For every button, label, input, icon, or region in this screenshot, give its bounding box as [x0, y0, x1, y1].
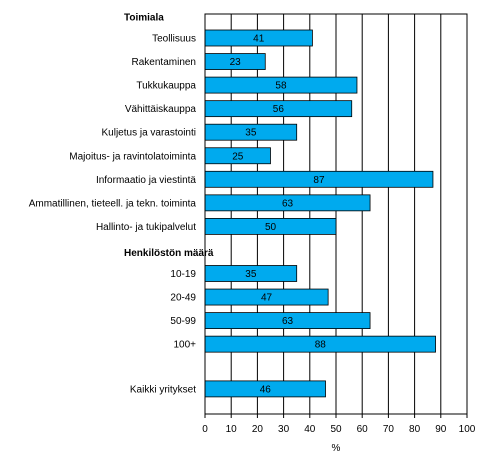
bar-value-label: 56	[273, 104, 285, 115]
bar-value-label: 23	[230, 57, 242, 68]
x-tick-label: 50	[330, 424, 342, 435]
bar-value-label: 50	[265, 222, 277, 233]
bar-value-label: 58	[275, 81, 287, 92]
category-label: Teollisuus	[152, 34, 196, 45]
bar-value-label: 87	[313, 175, 325, 186]
category-label: 50-99	[170, 316, 196, 327]
x-tick-label: 0	[202, 424, 208, 435]
bar-value-label: 47	[261, 293, 273, 304]
bar-value-label: 35	[245, 269, 257, 280]
bars: 41 23 58 56 35 25 87 63 50 35 47 63 88 46	[204, 29, 436, 398]
group-heading: Henkilöstön määrä	[124, 248, 214, 259]
x-tick-label: 20	[252, 424, 264, 435]
row-labels: Toimiala Teollisuus Rakentaminen Tukkukaupp…	[29, 13, 214, 396]
category-label: Kaikki yritykset	[130, 384, 196, 395]
bar-value-label: 88	[315, 340, 327, 351]
bar-value-label: 35	[245, 128, 257, 139]
category-label: Kuljetus ja varastointi	[102, 128, 197, 139]
category-label: Tukkukauppa	[136, 81, 196, 92]
bar-value-label: 41	[253, 34, 265, 45]
category-label: Majoitus- ja ravintolatoiminta	[69, 151, 196, 162]
x-tick-label: 100	[459, 424, 476, 435]
x-axis-title: %	[332, 443, 341, 454]
bar-value-label: 63	[282, 316, 294, 327]
x-axis: 0 10 20 30 40 50 60 70 80 90 100	[202, 414, 476, 435]
category-label: 20-49	[170, 293, 196, 304]
plot-frame	[204, 13, 468, 415]
category-label: Vähittäiskauppa	[125, 104, 197, 115]
bar-value-label: 25	[232, 151, 244, 162]
x-tick-label: 10	[226, 424, 238, 435]
x-tick-label: 70	[383, 424, 395, 435]
category-label: 100+	[173, 340, 196, 351]
x-tick-label: 60	[357, 424, 369, 435]
category-label: 10-19	[170, 269, 196, 280]
x-tick-label: 80	[409, 424, 421, 435]
group-heading: Toimiala	[124, 13, 164, 24]
category-label: Ammatillinen, tieteell. ja tekn. toimint…	[29, 198, 197, 209]
category-label: Informaatio ja viestintä	[96, 175, 196, 186]
category-label: Rakentaminen	[132, 57, 196, 68]
x-tick-label: 30	[278, 424, 290, 435]
x-tick-label: 40	[304, 424, 316, 435]
bar-value-label: 63	[282, 198, 294, 209]
bar-value-label: 46	[260, 384, 272, 395]
x-tick-label: 90	[435, 424, 447, 435]
category-label: Hallinto- ja tukipalvelut	[96, 222, 196, 233]
